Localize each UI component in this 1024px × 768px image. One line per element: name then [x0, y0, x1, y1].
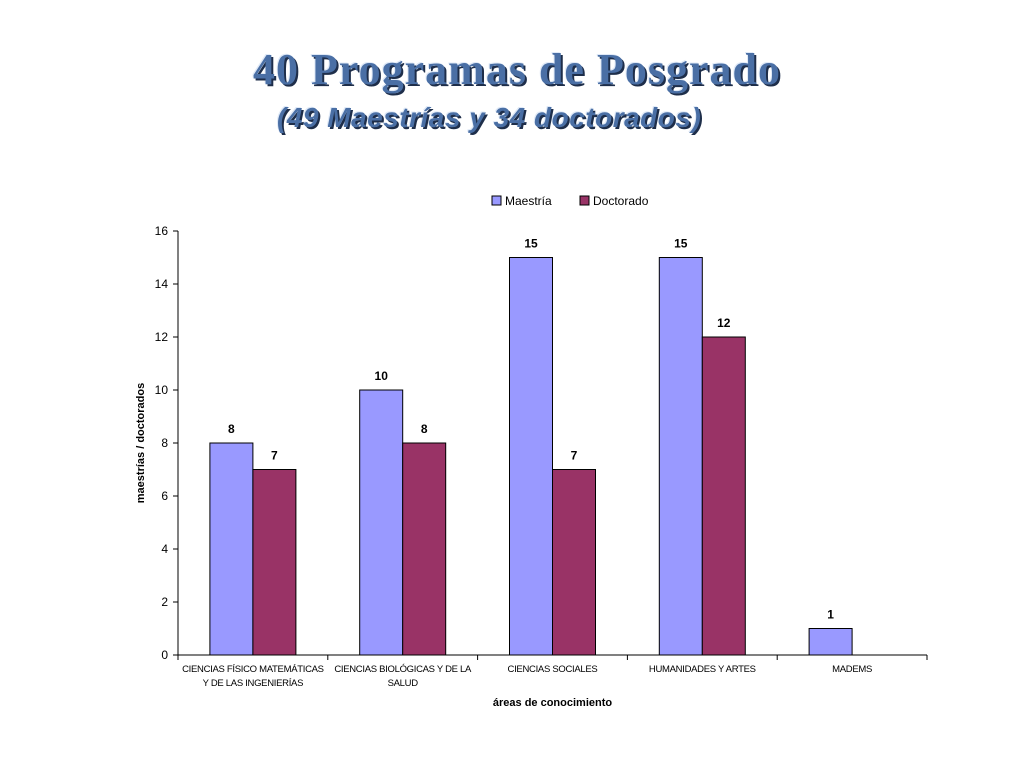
legend-label: Doctorado	[593, 194, 649, 208]
slide-subtitle: (49 Maestrías y 34 doctorados)	[277, 102, 702, 133]
y-tick-label: 16	[155, 224, 169, 238]
bar-maestría	[658, 257, 703, 656]
bar-doctorado	[252, 469, 297, 656]
data-label: 7	[571, 449, 578, 463]
bar-maestría	[808, 628, 853, 656]
y-tick-label: 12	[155, 330, 169, 344]
x-tick-label: CIENCIAS FÍSICO MATEMÁTICAS	[182, 664, 324, 675]
bar-doctorado	[701, 336, 746, 656]
legend-label: Maestría	[505, 194, 552, 208]
y-tick-label: 6	[161, 489, 168, 503]
x-tick-label: MADEMS	[832, 664, 872, 675]
y-tick-label: 14	[155, 277, 169, 291]
y-tick-label: 4	[161, 542, 168, 556]
x-tick-label: CIENCIAS SOCIALES	[508, 664, 598, 675]
data-label: 10	[375, 369, 389, 383]
data-label: 15	[524, 237, 538, 251]
data-label: 8	[228, 422, 235, 436]
x-tick-label: SALUD	[388, 678, 419, 689]
x-axis-label: áreas de conocimiento	[493, 697, 612, 709]
data-label: 1	[827, 608, 834, 622]
y-tick-label: 0	[161, 648, 168, 662]
data-label: 15	[674, 237, 688, 251]
data-label: 12	[717, 316, 731, 330]
legend-swatch-doctorado	[579, 195, 590, 206]
legend-swatch-maestría	[491, 195, 502, 206]
data-label: 7	[271, 449, 278, 463]
x-tick-label: Y DE LAS INGENIERÍAS	[203, 678, 303, 689]
y-tick-label: 2	[161, 595, 168, 609]
slide-title: 40 Programas de Posgrado	[253, 45, 781, 94]
y-axis-label: maestrías / doctorados	[135, 383, 147, 503]
x-tick-label: HUMANIDADES Y ARTES	[649, 664, 756, 675]
data-label: 8	[421, 422, 428, 436]
bar-maestría	[209, 442, 254, 656]
bar-maestría	[359, 389, 404, 656]
y-tick-label: 8	[161, 436, 168, 450]
bar-doctorado	[402, 442, 447, 656]
bar-maestría	[509, 257, 553, 656]
x-tick-label: CIENCIAS BIOLÓGICAS Y DE LA	[334, 664, 472, 675]
bar-doctorado	[552, 469, 596, 656]
y-tick-label: 10	[155, 383, 169, 397]
